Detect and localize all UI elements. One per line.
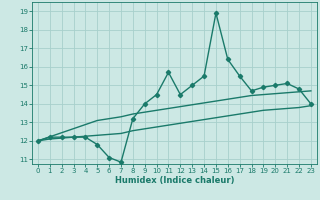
X-axis label: Humidex (Indice chaleur): Humidex (Indice chaleur): [115, 176, 234, 185]
